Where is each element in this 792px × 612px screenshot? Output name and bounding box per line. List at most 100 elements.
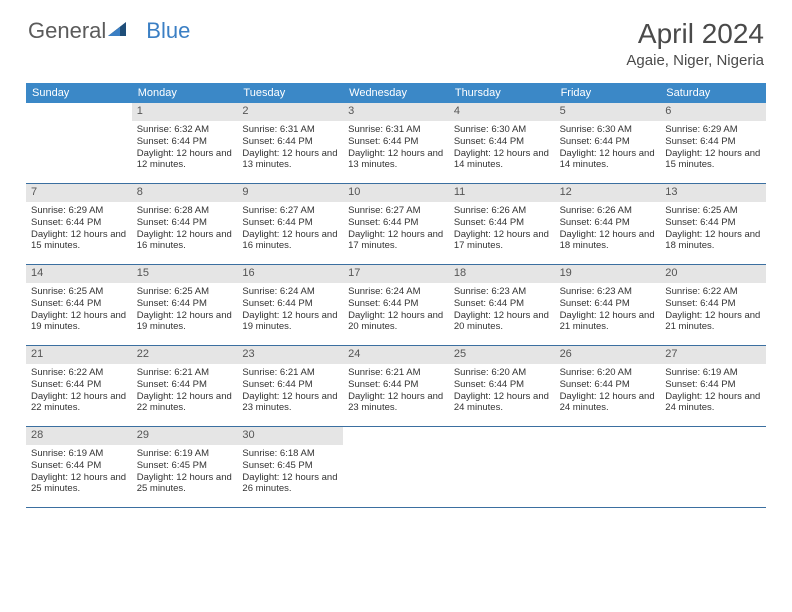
day-number: 23 — [237, 346, 343, 364]
day-number: 7 — [26, 184, 132, 202]
day-body: Sunrise: 6:25 AMSunset: 6:44 PMDaylight:… — [660, 202, 766, 258]
day-number: 6 — [660, 103, 766, 121]
sunrise-text: Sunrise: 6:28 AM — [137, 205, 233, 217]
calendar-week: 7Sunrise: 6:29 AMSunset: 6:44 PMDaylight… — [26, 184, 766, 265]
day-header: Wednesday — [343, 83, 449, 103]
day-body: Sunrise: 6:18 AMSunset: 6:45 PMDaylight:… — [237, 445, 343, 501]
daylight-text: Daylight: 12 hours and 20 minutes. — [348, 310, 444, 334]
sunrise-text: Sunrise: 6:29 AM — [665, 124, 761, 136]
sunset-text: Sunset: 6:45 PM — [242, 460, 338, 472]
sunrise-text: Sunrise: 6:25 AM — [137, 286, 233, 298]
daylight-text: Daylight: 12 hours and 26 minutes. — [242, 472, 338, 496]
calendar-day: 24Sunrise: 6:21 AMSunset: 6:44 PMDayligh… — [343, 346, 449, 426]
calendar-day: 16Sunrise: 6:24 AMSunset: 6:44 PMDayligh… — [237, 265, 343, 345]
calendar-day: 19Sunrise: 6:23 AMSunset: 6:44 PMDayligh… — [555, 265, 661, 345]
sunset-text: Sunset: 6:44 PM — [454, 217, 550, 229]
sunset-text: Sunset: 6:44 PM — [31, 217, 127, 229]
calendar-day-empty — [555, 427, 661, 507]
calendar-day: 1Sunrise: 6:32 AMSunset: 6:44 PMDaylight… — [132, 103, 238, 183]
day-number: 4 — [449, 103, 555, 121]
calendar-day: 26Sunrise: 6:20 AMSunset: 6:44 PMDayligh… — [555, 346, 661, 426]
sunset-text: Sunset: 6:44 PM — [454, 136, 550, 148]
daylight-text: Daylight: 12 hours and 25 minutes. — [31, 472, 127, 496]
calendar-day: 30Sunrise: 6:18 AMSunset: 6:45 PMDayligh… — [237, 427, 343, 507]
brand-triangle-icon — [108, 20, 130, 42]
sunset-text: Sunset: 6:44 PM — [454, 298, 550, 310]
day-number: 19 — [555, 265, 661, 283]
day-body: Sunrise: 6:30 AMSunset: 6:44 PMDaylight:… — [555, 121, 661, 177]
daylight-text: Daylight: 12 hours and 12 minutes. — [137, 148, 233, 172]
day-body: Sunrise: 6:22 AMSunset: 6:44 PMDaylight:… — [660, 283, 766, 339]
daylight-text: Daylight: 12 hours and 13 minutes. — [348, 148, 444, 172]
month-title: April 2024 — [626, 18, 764, 50]
day-number: 3 — [343, 103, 449, 121]
sunrise-text: Sunrise: 6:24 AM — [242, 286, 338, 298]
calendar-day: 9Sunrise: 6:27 AMSunset: 6:44 PMDaylight… — [237, 184, 343, 264]
sunrise-text: Sunrise: 6:19 AM — [137, 448, 233, 460]
sunset-text: Sunset: 6:44 PM — [348, 217, 444, 229]
day-header: Thursday — [449, 83, 555, 103]
calendar-day: 7Sunrise: 6:29 AMSunset: 6:44 PMDaylight… — [26, 184, 132, 264]
day-header: Tuesday — [237, 83, 343, 103]
day-body: Sunrise: 6:32 AMSunset: 6:44 PMDaylight:… — [132, 121, 238, 177]
sunrise-text: Sunrise: 6:32 AM — [137, 124, 233, 136]
daylight-text: Daylight: 12 hours and 21 minutes. — [560, 310, 656, 334]
calendar-day: 10Sunrise: 6:27 AMSunset: 6:44 PMDayligh… — [343, 184, 449, 264]
day-header: Monday — [132, 83, 238, 103]
calendar-day: 25Sunrise: 6:20 AMSunset: 6:44 PMDayligh… — [449, 346, 555, 426]
daylight-text: Daylight: 12 hours and 19 minutes. — [242, 310, 338, 334]
day-number: 29 — [132, 427, 238, 445]
sunrise-text: Sunrise: 6:31 AM — [348, 124, 444, 136]
day-number: 14 — [26, 265, 132, 283]
calendar-day: 28Sunrise: 6:19 AMSunset: 6:44 PMDayligh… — [26, 427, 132, 507]
day-number: 18 — [449, 265, 555, 283]
sunrise-text: Sunrise: 6:23 AM — [454, 286, 550, 298]
day-body: Sunrise: 6:24 AMSunset: 6:44 PMDaylight:… — [343, 283, 449, 339]
sunset-text: Sunset: 6:44 PM — [665, 217, 761, 229]
day-number: 5 — [555, 103, 661, 121]
day-body: Sunrise: 6:30 AMSunset: 6:44 PMDaylight:… — [449, 121, 555, 177]
sunset-text: Sunset: 6:44 PM — [242, 136, 338, 148]
sunset-text: Sunset: 6:44 PM — [137, 298, 233, 310]
calendar-header-row: SundayMondayTuesdayWednesdayThursdayFrid… — [26, 83, 766, 103]
daylight-text: Daylight: 12 hours and 19 minutes. — [137, 310, 233, 334]
title-block: April 2024 Agaie, Niger, Nigeria — [626, 18, 764, 69]
day-body: Sunrise: 6:19 AMSunset: 6:44 PMDaylight:… — [26, 445, 132, 501]
daylight-text: Daylight: 12 hours and 17 minutes. — [454, 229, 550, 253]
daylight-text: Daylight: 12 hours and 15 minutes. — [665, 148, 761, 172]
day-number: 28 — [26, 427, 132, 445]
sunrise-text: Sunrise: 6:21 AM — [242, 367, 338, 379]
calendar-day: 22Sunrise: 6:21 AMSunset: 6:44 PMDayligh… — [132, 346, 238, 426]
calendar-day: 3 Sunrise: 6:31 AMSunset: 6:44 PMDaylight… — [343, 103, 449, 183]
daylight-text: Daylight: 12 hours and 13 minutes. — [242, 148, 338, 172]
daylight-text: Daylight: 12 hours and 22 minutes. — [31, 391, 127, 415]
sunrise-text: Sunrise: 6:25 AM — [665, 205, 761, 217]
sunrise-text: Sunrise: 6:23 AM — [560, 286, 656, 298]
brand-text-part2: Blue — [132, 18, 190, 44]
daylight-text: Daylight: 12 hours and 18 minutes. — [560, 229, 656, 253]
calendar-day: 5Sunrise: 6:30 AMSunset: 6:44 PMDaylight… — [555, 103, 661, 183]
calendar-day: 17Sunrise: 6:24 AMSunset: 6:44 PMDayligh… — [343, 265, 449, 345]
day-number: 20 — [660, 265, 766, 283]
daylight-text: Daylight: 12 hours and 18 minutes. — [665, 229, 761, 253]
sunset-text: Sunset: 6:44 PM — [348, 379, 444, 391]
day-number: 21 — [26, 346, 132, 364]
day-body: Sunrise: 6:21 AMSunset: 6:44 PMDaylight:… — [132, 364, 238, 420]
calendar-day: 14Sunrise: 6:25 AMSunset: 6:44 PMDayligh… — [26, 265, 132, 345]
sunrise-text: Sunrise: 6:20 AM — [454, 367, 550, 379]
sunrise-text: Sunrise: 6:26 AM — [560, 205, 656, 217]
day-body: Sunrise: 6:19 AMSunset: 6:45 PMDaylight:… — [132, 445, 238, 501]
sunrise-text: Sunrise: 6:31 AM — [242, 124, 338, 136]
brand-text-part1: General — [28, 18, 106, 44]
sunset-text: Sunset: 6:44 PM — [665, 298, 761, 310]
calendar-day: 6Sunrise: 6:29 AMSunset: 6:44 PMDaylight… — [660, 103, 766, 183]
location-text: Agaie, Niger, Nigeria — [626, 52, 764, 69]
sunrise-text: Sunrise: 6:22 AM — [665, 286, 761, 298]
sunset-text: Sunset: 6:44 PM — [348, 136, 444, 148]
day-body: Sunrise: 6:19 AMSunset: 6:44 PMDaylight:… — [660, 364, 766, 420]
calendar-day: 2Sunrise: 6:31 AMSunset: 6:44 PMDaylight… — [237, 103, 343, 183]
sunrise-text: Sunrise: 6:29 AM — [31, 205, 127, 217]
day-header: Saturday — [660, 83, 766, 103]
sunset-text: Sunset: 6:44 PM — [31, 460, 127, 472]
daylight-text: Daylight: 12 hours and 21 minutes. — [665, 310, 761, 334]
